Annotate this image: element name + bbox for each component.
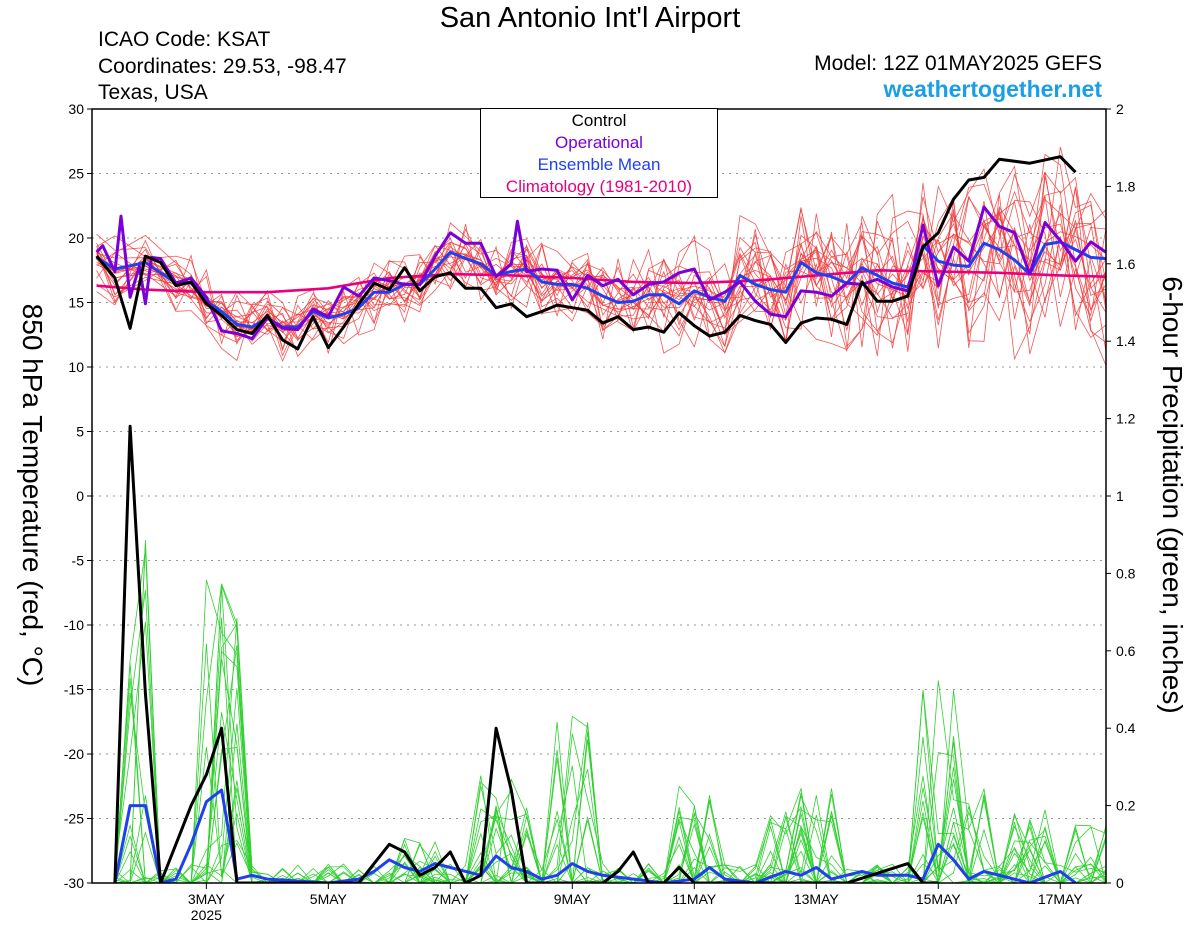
legend-operational: Operational <box>555 133 643 152</box>
right-tick-label: 0.8 <box>1116 565 1136 581</box>
left-tick-label: -10 <box>64 617 84 633</box>
control-temperature-line <box>95 155 1077 351</box>
right-tick-label: 2 <box>1116 101 1124 117</box>
model-run: Model: 12Z 01MAY2025 GEFS <box>814 52 1102 75</box>
climatology-line <box>96 269 1106 294</box>
operational-temperature-line <box>95 205 1106 341</box>
x-tick-sublabel: 2025 <box>191 907 222 923</box>
x-tick-label: 9MAY <box>554 891 592 907</box>
right-tick-label: 1.8 <box>1116 178 1136 194</box>
x-tick-label: 13MAY <box>794 891 840 907</box>
legend-climatology: Climatology (1981-2010) <box>505 177 693 196</box>
precipitation-member-line <box>114 747 1106 883</box>
x-tick-label: 3MAY <box>188 891 226 907</box>
left-tick-label: 5 <box>76 424 84 440</box>
precipitation-member-line <box>114 540 1106 883</box>
precipitation-member-line <box>114 579 1106 883</box>
x-tick-label: 7MAY <box>432 891 470 907</box>
site-link[interactable]: weathertogether.net <box>883 76 1102 102</box>
precipitation-member-line <box>114 691 1106 883</box>
left-tick-label: -5 <box>72 553 85 569</box>
left-tick-label: 15 <box>68 295 84 311</box>
legend-control: Control <box>571 111 627 130</box>
control-precipitation-line <box>113 424 939 883</box>
x-tick-label: 5MAY <box>310 891 348 907</box>
x-tick-label: 15MAY <box>916 891 962 907</box>
precipitation-member-line <box>114 549 1106 883</box>
x-tick-label: 11MAY <box>672 891 716 907</box>
temperature-member-line <box>96 146 1106 361</box>
x-tick-label: 17MAY <box>1038 891 1084 907</box>
precipitation-member-line <box>114 583 1106 883</box>
ensemble-mean-temperature-line <box>95 240 1106 329</box>
temperature-member-line <box>96 171 1106 347</box>
legend-ensemble-mean: Ensemble Mean <box>537 155 661 174</box>
right-tick-label: 1.6 <box>1116 256 1136 272</box>
left-tick-label: 25 <box>68 166 84 182</box>
location: Texas, USA <box>98 81 208 104</box>
precipitation-member-line <box>114 645 1106 883</box>
precipitation-member-line <box>114 722 1106 883</box>
right-tick-label: 0.2 <box>1116 798 1136 814</box>
left-tick-label: 30 <box>68 101 84 117</box>
left-tick-label: 20 <box>68 230 84 246</box>
left-tick-label: 10 <box>68 359 84 375</box>
precipitation-member-line <box>114 617 1106 883</box>
left-tick-label: -30 <box>64 875 84 891</box>
temperature-member-line <box>96 204 1106 342</box>
left-tick-label: 0 <box>76 488 84 504</box>
chart-title: San Antonio Int'l Airport <box>439 2 741 34</box>
right-tick-label: 1.2 <box>1116 411 1136 427</box>
precipitation-members <box>114 540 1106 883</box>
right-tick-label: 0.4 <box>1116 720 1136 736</box>
precipitation-member-line <box>114 680 1106 883</box>
coordinates: Coordinates: 29.53, -98.47 <box>98 55 347 78</box>
right-tick-label: 1 <box>1116 488 1124 504</box>
legend: Control Operational Ensemble Mean Climat… <box>480 108 718 198</box>
temperature-member-line <box>96 176 1106 352</box>
left-tick-label: -20 <box>64 746 84 762</box>
icao-code: ICAO Code: KSAT <box>98 28 271 51</box>
left-tick-label: -25 <box>64 811 84 827</box>
right-tick-label: 0 <box>1116 875 1124 891</box>
precipitation-member-line <box>114 544 1106 883</box>
precipitation-member-line <box>114 621 1106 883</box>
temperature-member-line <box>96 198 1106 342</box>
right-tick-label: 0.6 <box>1116 643 1136 659</box>
right-tick-label: 1.4 <box>1116 333 1136 349</box>
left-tick-label: -15 <box>64 682 84 698</box>
